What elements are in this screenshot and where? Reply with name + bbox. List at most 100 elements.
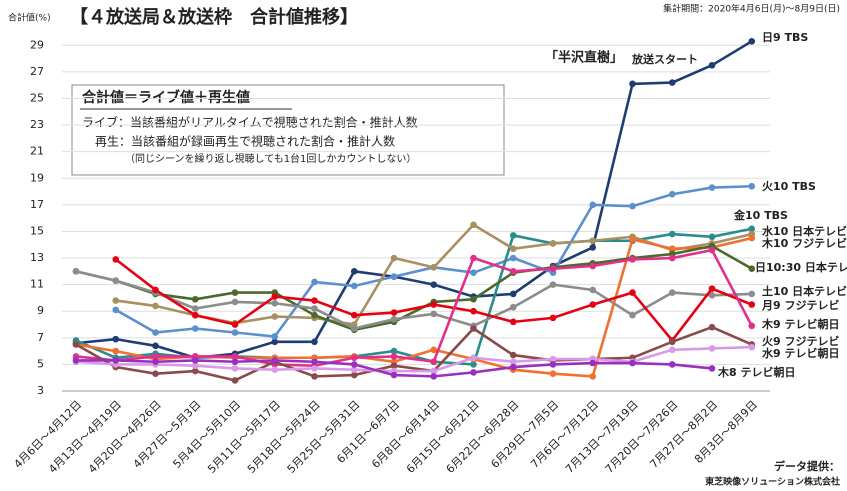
data-point <box>509 254 517 262</box>
data-point <box>708 285 716 292</box>
data-point <box>231 358 239 366</box>
data-point <box>152 286 159 294</box>
data-point <box>470 307 477 315</box>
series-label: 日9 TBS <box>762 31 808 44</box>
data-point <box>390 309 398 316</box>
data-point <box>509 318 517 326</box>
x-tick-label: 5月25日～5月31日 <box>285 398 363 476</box>
data-point <box>390 347 398 355</box>
y-tick-label: 29 <box>30 38 44 51</box>
y-tick-label: 11 <box>30 278 44 291</box>
note-heading: 合計値＝ライブ値＋再生値 <box>82 89 250 106</box>
data-point <box>350 282 358 290</box>
data-point <box>191 311 199 319</box>
data-point <box>748 343 756 351</box>
x-tick-label: 7月13日～7月19日 <box>563 398 641 476</box>
data-point <box>152 353 159 360</box>
data-point <box>271 333 279 340</box>
data-point <box>350 325 358 332</box>
series-label: 木8 テレビ朝日 <box>717 365 795 379</box>
data-point <box>152 358 159 366</box>
series-label: 水9 テレビ朝日 <box>762 346 839 360</box>
data-point <box>708 365 716 372</box>
series-line <box>75 345 752 373</box>
data-point <box>470 354 477 362</box>
data-point <box>350 354 358 362</box>
data-point <box>350 311 358 319</box>
data-point <box>311 311 318 319</box>
y-tick-label: 5 <box>37 357 44 370</box>
x-tick-label: 4月13日～4月19日 <box>46 398 124 476</box>
series-line <box>75 325 753 382</box>
data-point <box>668 361 676 368</box>
data-point <box>430 264 438 271</box>
data-point <box>668 245 676 253</box>
data-point <box>231 321 239 328</box>
data-point <box>350 366 358 374</box>
series-label: 日10:30 日本テレビ <box>755 260 847 274</box>
series-label: 土10 日本テレビ <box>762 284 847 298</box>
data-point <box>430 310 438 318</box>
data-point <box>350 371 358 379</box>
x-tick-label: 5月18日～5月24日 <box>245 398 323 476</box>
data-point <box>708 323 716 331</box>
data-point <box>271 366 279 374</box>
data-point <box>629 311 636 319</box>
y-tick-label: 27 <box>30 65 44 78</box>
data-point <box>589 373 597 380</box>
x-tick-label: 4月27日～5月3日 <box>131 398 204 471</box>
y-axis-label: 合計値(%) <box>8 12 51 24</box>
data-point <box>311 297 318 304</box>
series-label: 金10 TBS <box>733 208 788 222</box>
y-tick-label: 17 <box>30 198 44 211</box>
data-point <box>350 361 358 368</box>
x-tick-label: 6月8日～6月14日 <box>369 398 442 471</box>
data-point <box>629 289 636 296</box>
data-point <box>191 325 199 332</box>
data-point <box>708 246 716 254</box>
x-tick-label: 4月6日～4月12日 <box>11 398 84 471</box>
data-point <box>549 355 557 363</box>
data-point <box>311 338 318 346</box>
data-point <box>748 182 756 190</box>
data-point <box>112 297 120 304</box>
series-line <box>75 244 753 332</box>
y-tick-label: 19 <box>30 171 44 184</box>
data-point <box>311 305 318 312</box>
data-point <box>72 357 80 364</box>
note-box <box>71 84 505 176</box>
x-tick-label: 6月29日～7月5日 <box>488 398 561 471</box>
x-tick-label: 7月6日～7月12日 <box>528 398 601 471</box>
data-point <box>589 301 597 308</box>
data-point <box>589 237 597 245</box>
x-tick-label: 7月20日～7月26日 <box>603 398 681 476</box>
data-point <box>430 281 438 288</box>
data-point <box>390 353 398 360</box>
data-point <box>589 286 597 294</box>
data-point <box>470 295 477 303</box>
source-label: データ提供： <box>774 459 840 473</box>
data-point <box>112 256 120 263</box>
data-point <box>708 184 716 191</box>
data-point <box>629 359 636 367</box>
data-point <box>72 268 80 275</box>
series-label: 木10 フジテレビ <box>761 236 847 250</box>
data-point <box>509 268 517 275</box>
data-point <box>271 313 279 320</box>
series-label: 水10 日本テレビ <box>762 224 847 238</box>
x-tick-label: 4月20日～4月26日 <box>86 398 164 476</box>
data-point <box>549 361 557 368</box>
note-line: ライブ：当該番組がリアルタイムで視聴された割合・推計人数 <box>82 115 418 130</box>
data-point <box>231 298 239 306</box>
data-point <box>509 351 517 359</box>
data-point <box>152 342 159 350</box>
data-point <box>231 353 239 360</box>
data-point <box>231 289 239 296</box>
data-point <box>470 221 477 229</box>
data-point <box>470 369 477 376</box>
data-point <box>271 357 279 364</box>
data-point <box>470 361 477 368</box>
data-point <box>231 377 239 384</box>
series-line <box>75 270 752 330</box>
data-point <box>668 289 676 296</box>
